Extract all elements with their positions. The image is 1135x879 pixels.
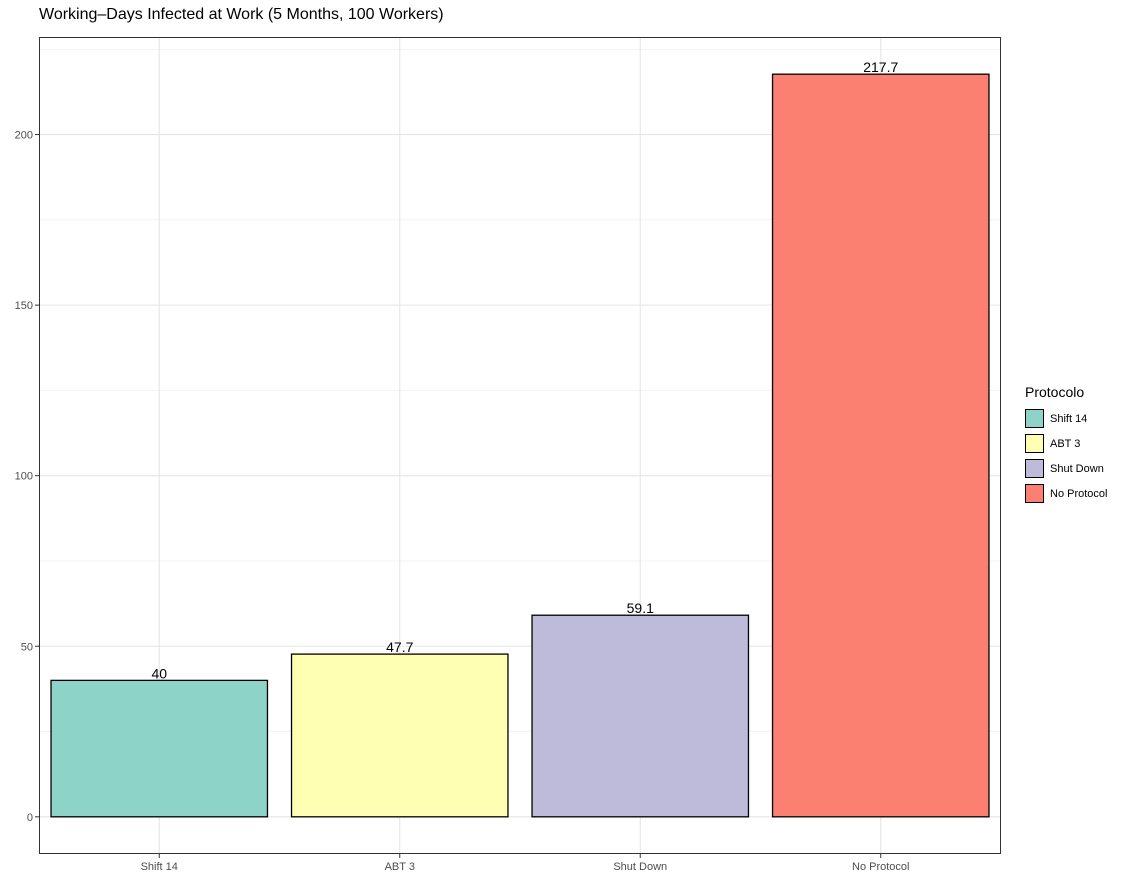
- legend-label: ABT 3: [1050, 437, 1081, 450]
- y-tick-label: 100: [15, 471, 33, 483]
- legend-key: [1025, 409, 1044, 428]
- y-tick-label: 150: [15, 300, 33, 312]
- legend-item: No Protocol: [1025, 481, 1107, 506]
- legend-key: [1025, 434, 1044, 453]
- y-axis: 0 50 100 150 200: [15, 130, 39, 824]
- bar-shut-down: [531, 614, 750, 818]
- legend-item: ABT 3: [1025, 431, 1107, 456]
- legend-label: Shut Down: [1050, 462, 1104, 475]
- bar-value-label: 40: [151, 665, 167, 681]
- bars: [50, 73, 990, 818]
- bar-value-label: 47.7: [386, 639, 413, 655]
- x-tick-label: Shut Down: [613, 861, 667, 873]
- y-tick-label: 50: [21, 641, 33, 653]
- legend: Protocolo Shift 14 ABT 3 Shut Down No Proto…: [1025, 384, 1107, 506]
- bar-no-protocol: [771, 73, 990, 818]
- bar-labels: 40 47.7 59.1 217.7: [151, 59, 898, 681]
- legend-key: [1025, 459, 1044, 478]
- bar-value-label: 217.7: [863, 59, 898, 75]
- bar-value-label: 59.1: [627, 600, 654, 616]
- legend-item: Shift 14: [1025, 406, 1107, 431]
- legend-items: Shift 14 ABT 3 Shut Down No Protocol: [1025, 406, 1107, 506]
- x-tick-label: Shift 14: [141, 861, 178, 873]
- legend-key: [1025, 484, 1044, 503]
- x-axis: Shift 14 ABT 3 Shut Down No Protocol: [141, 854, 909, 873]
- plot-border: [39, 37, 1001, 854]
- legend-label: Shift 14: [1050, 412, 1088, 425]
- y-tick-label: 200: [15, 130, 33, 142]
- bar-abt-3: [290, 653, 509, 818]
- y-tick-label: 0: [27, 812, 33, 824]
- x-tick-label: No Protocol: [852, 861, 909, 873]
- legend-item: Shut Down: [1025, 456, 1107, 481]
- chart-title: Working–Days Infected at Work (5 Months,…: [39, 6, 444, 23]
- x-tick-label: ABT 3: [385, 861, 415, 873]
- legend-title: Protocolo: [1025, 384, 1085, 400]
- legend-label: No Protocol: [1050, 487, 1108, 500]
- bar-shift-14: [50, 679, 269, 818]
